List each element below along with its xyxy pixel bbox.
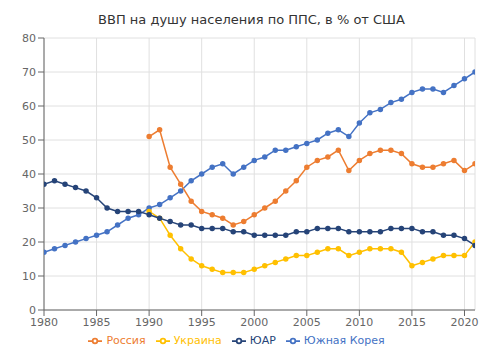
svg-text:10: 10 (22, 270, 36, 283)
svg-text:40: 40 (22, 168, 36, 181)
svg-text:30: 30 (22, 202, 36, 215)
html-text:ВВП на душу населения по ППС,: ВВП на душу населения по ППС, в % от США (98, 12, 405, 27)
svg-text:80: 80 (22, 32, 36, 45)
html-text:Украина: Украина (173, 334, 222, 347)
html-text:Россия: Россия (106, 334, 146, 347)
svg-text:1990: 1990 (135, 316, 163, 329)
svg-text:60: 60 (22, 100, 36, 113)
svg-text:0: 0 (29, 304, 36, 317)
svg-text:1985: 1985 (83, 316, 111, 329)
svg-text:70: 70 (22, 66, 36, 79)
svg-text:2005: 2005 (293, 316, 321, 329)
svg-text:1995: 1995 (188, 316, 216, 329)
html-text:Южная Корея: Южная Корея (303, 334, 385, 347)
svg-text:1980: 1980 (30, 316, 58, 329)
svg-text:2015: 2015 (398, 316, 426, 329)
svg-text:2020: 2020 (450, 316, 478, 329)
html-text:ЮАР: ЮАР (249, 334, 276, 347)
svg-text:20: 20 (22, 236, 36, 249)
svg-text:2010: 2010 (345, 316, 373, 329)
svg-text:50: 50 (22, 134, 36, 147)
svg-text:2000: 2000 (240, 316, 268, 329)
